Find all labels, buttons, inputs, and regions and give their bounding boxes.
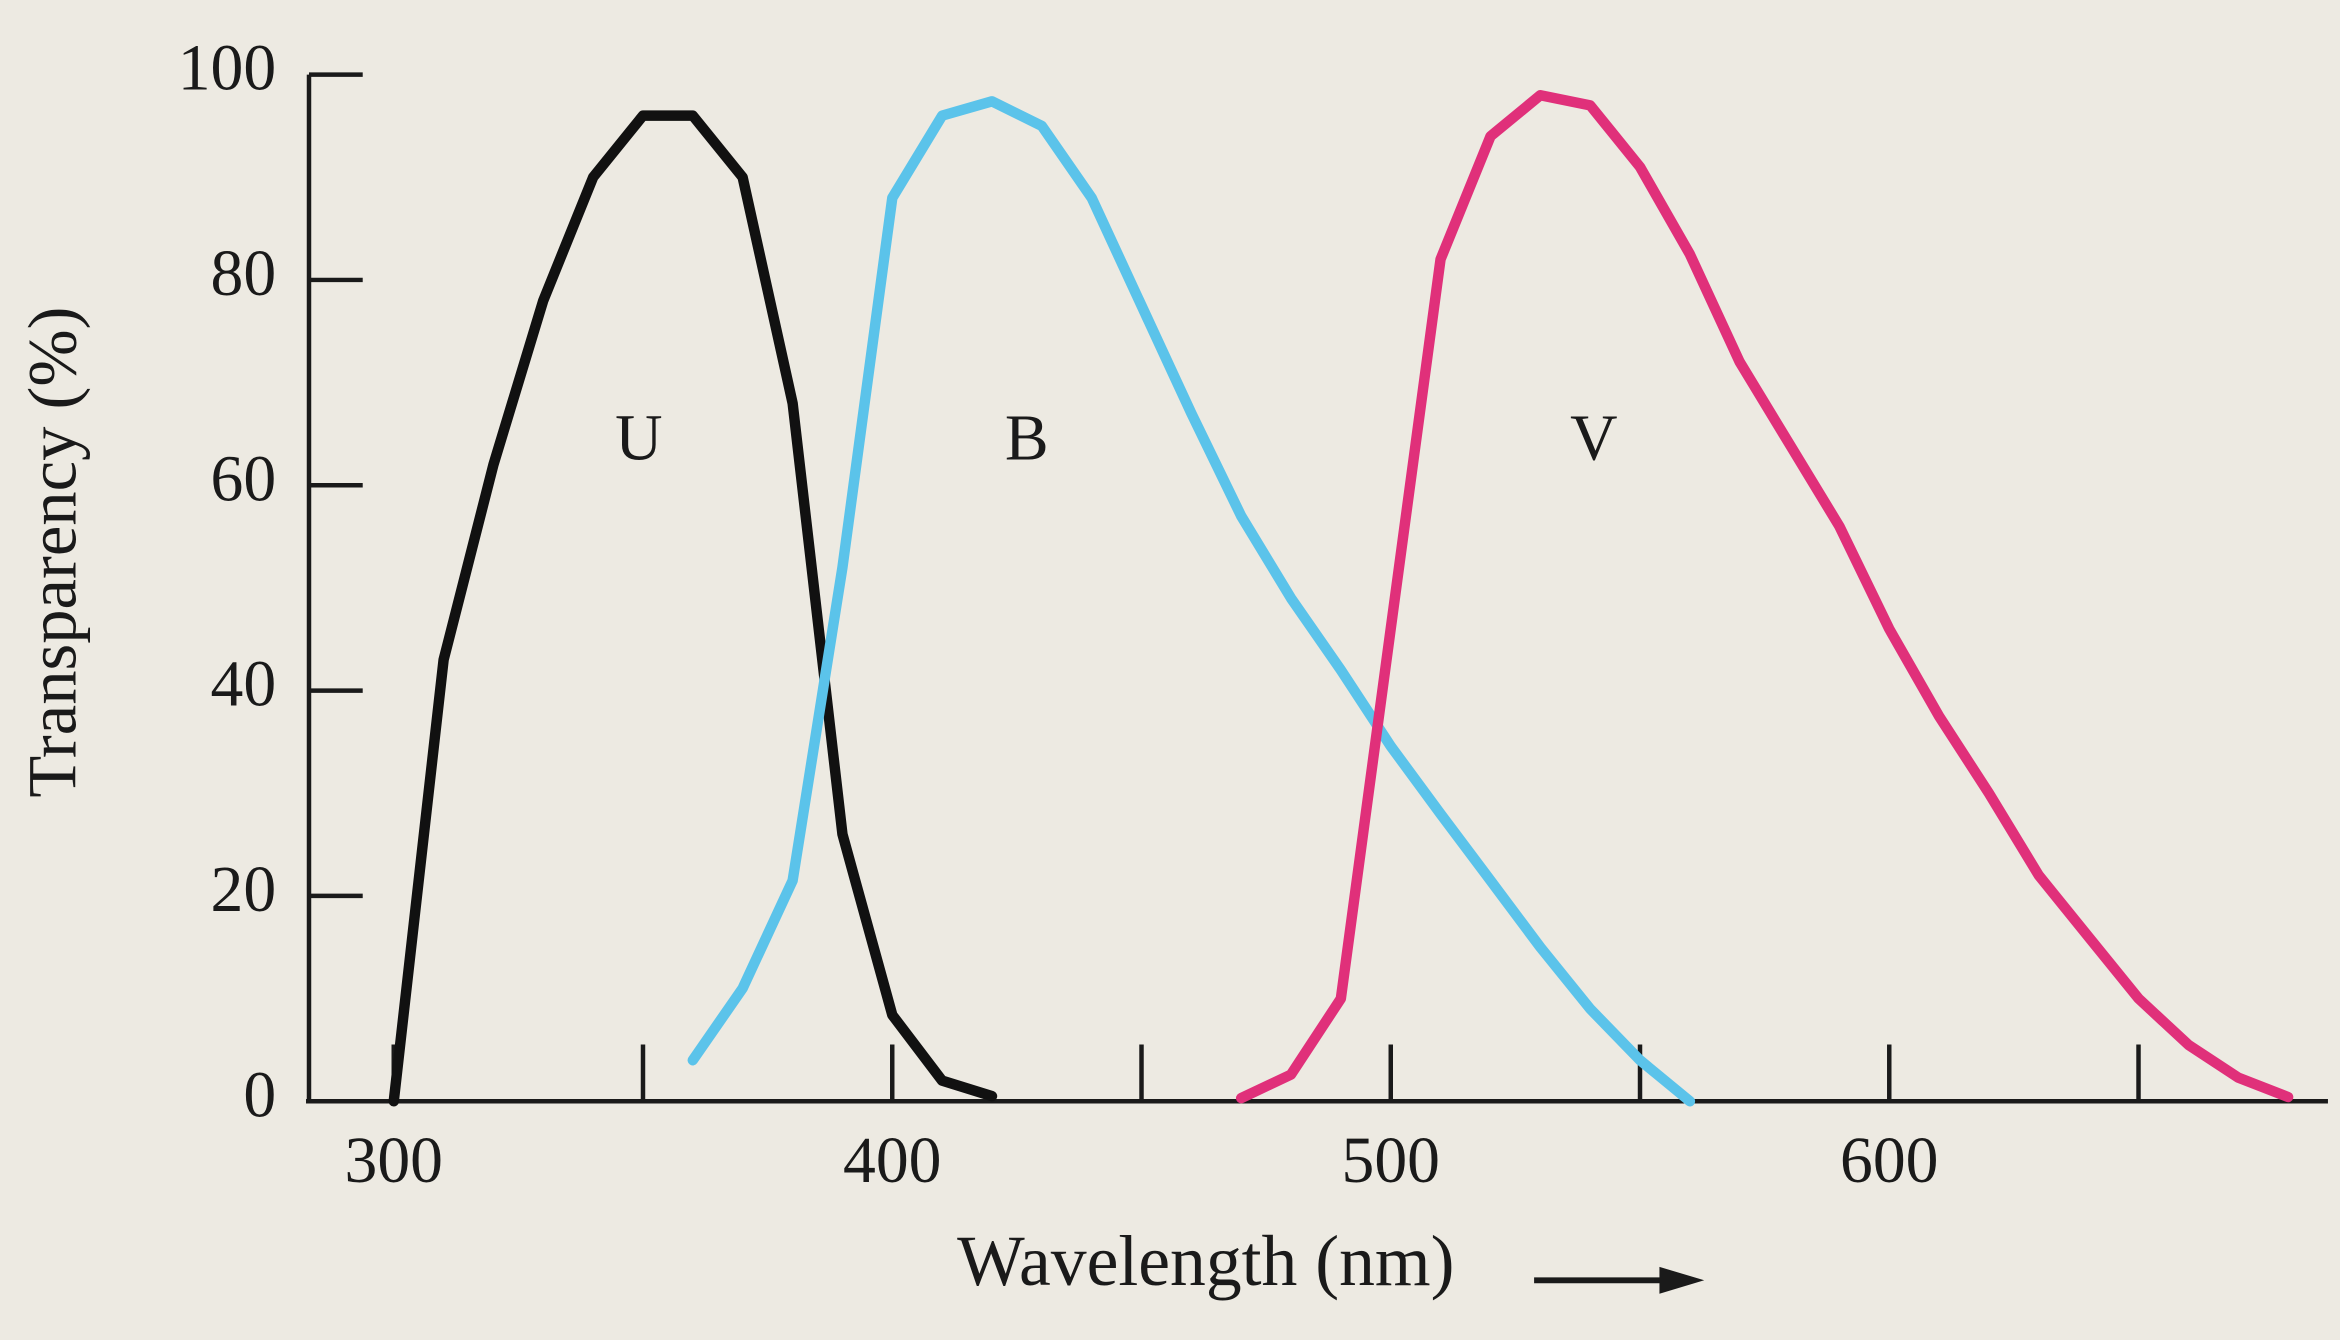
x-axis-label: Wavelength (nm) xyxy=(957,1222,1454,1301)
y-tick-label: 40 xyxy=(211,648,277,721)
series-label: B xyxy=(1005,402,1049,475)
series-line xyxy=(687,96,1696,1107)
y-tick-label: 80 xyxy=(211,237,277,310)
x-tick-label: 500 xyxy=(1342,1124,1440,1197)
x-tick-label: 300 xyxy=(345,1124,443,1197)
series-line xyxy=(388,110,998,1107)
series-line xyxy=(1235,89,2294,1104)
x-tick-label: 400 xyxy=(843,1124,941,1197)
series-label: V xyxy=(1570,402,1617,475)
y-tick-label: 100 xyxy=(178,32,276,105)
y-tick-label: 0 xyxy=(243,1058,276,1131)
y-tick-label: 20 xyxy=(211,853,277,926)
y-tick-label: 60 xyxy=(211,442,277,515)
x-tick-label: 600 xyxy=(1840,1124,1938,1197)
series-label: U xyxy=(615,402,662,475)
y-axis-label: Transparency (%) xyxy=(15,307,91,798)
x-label-arrow xyxy=(1534,1266,1705,1294)
